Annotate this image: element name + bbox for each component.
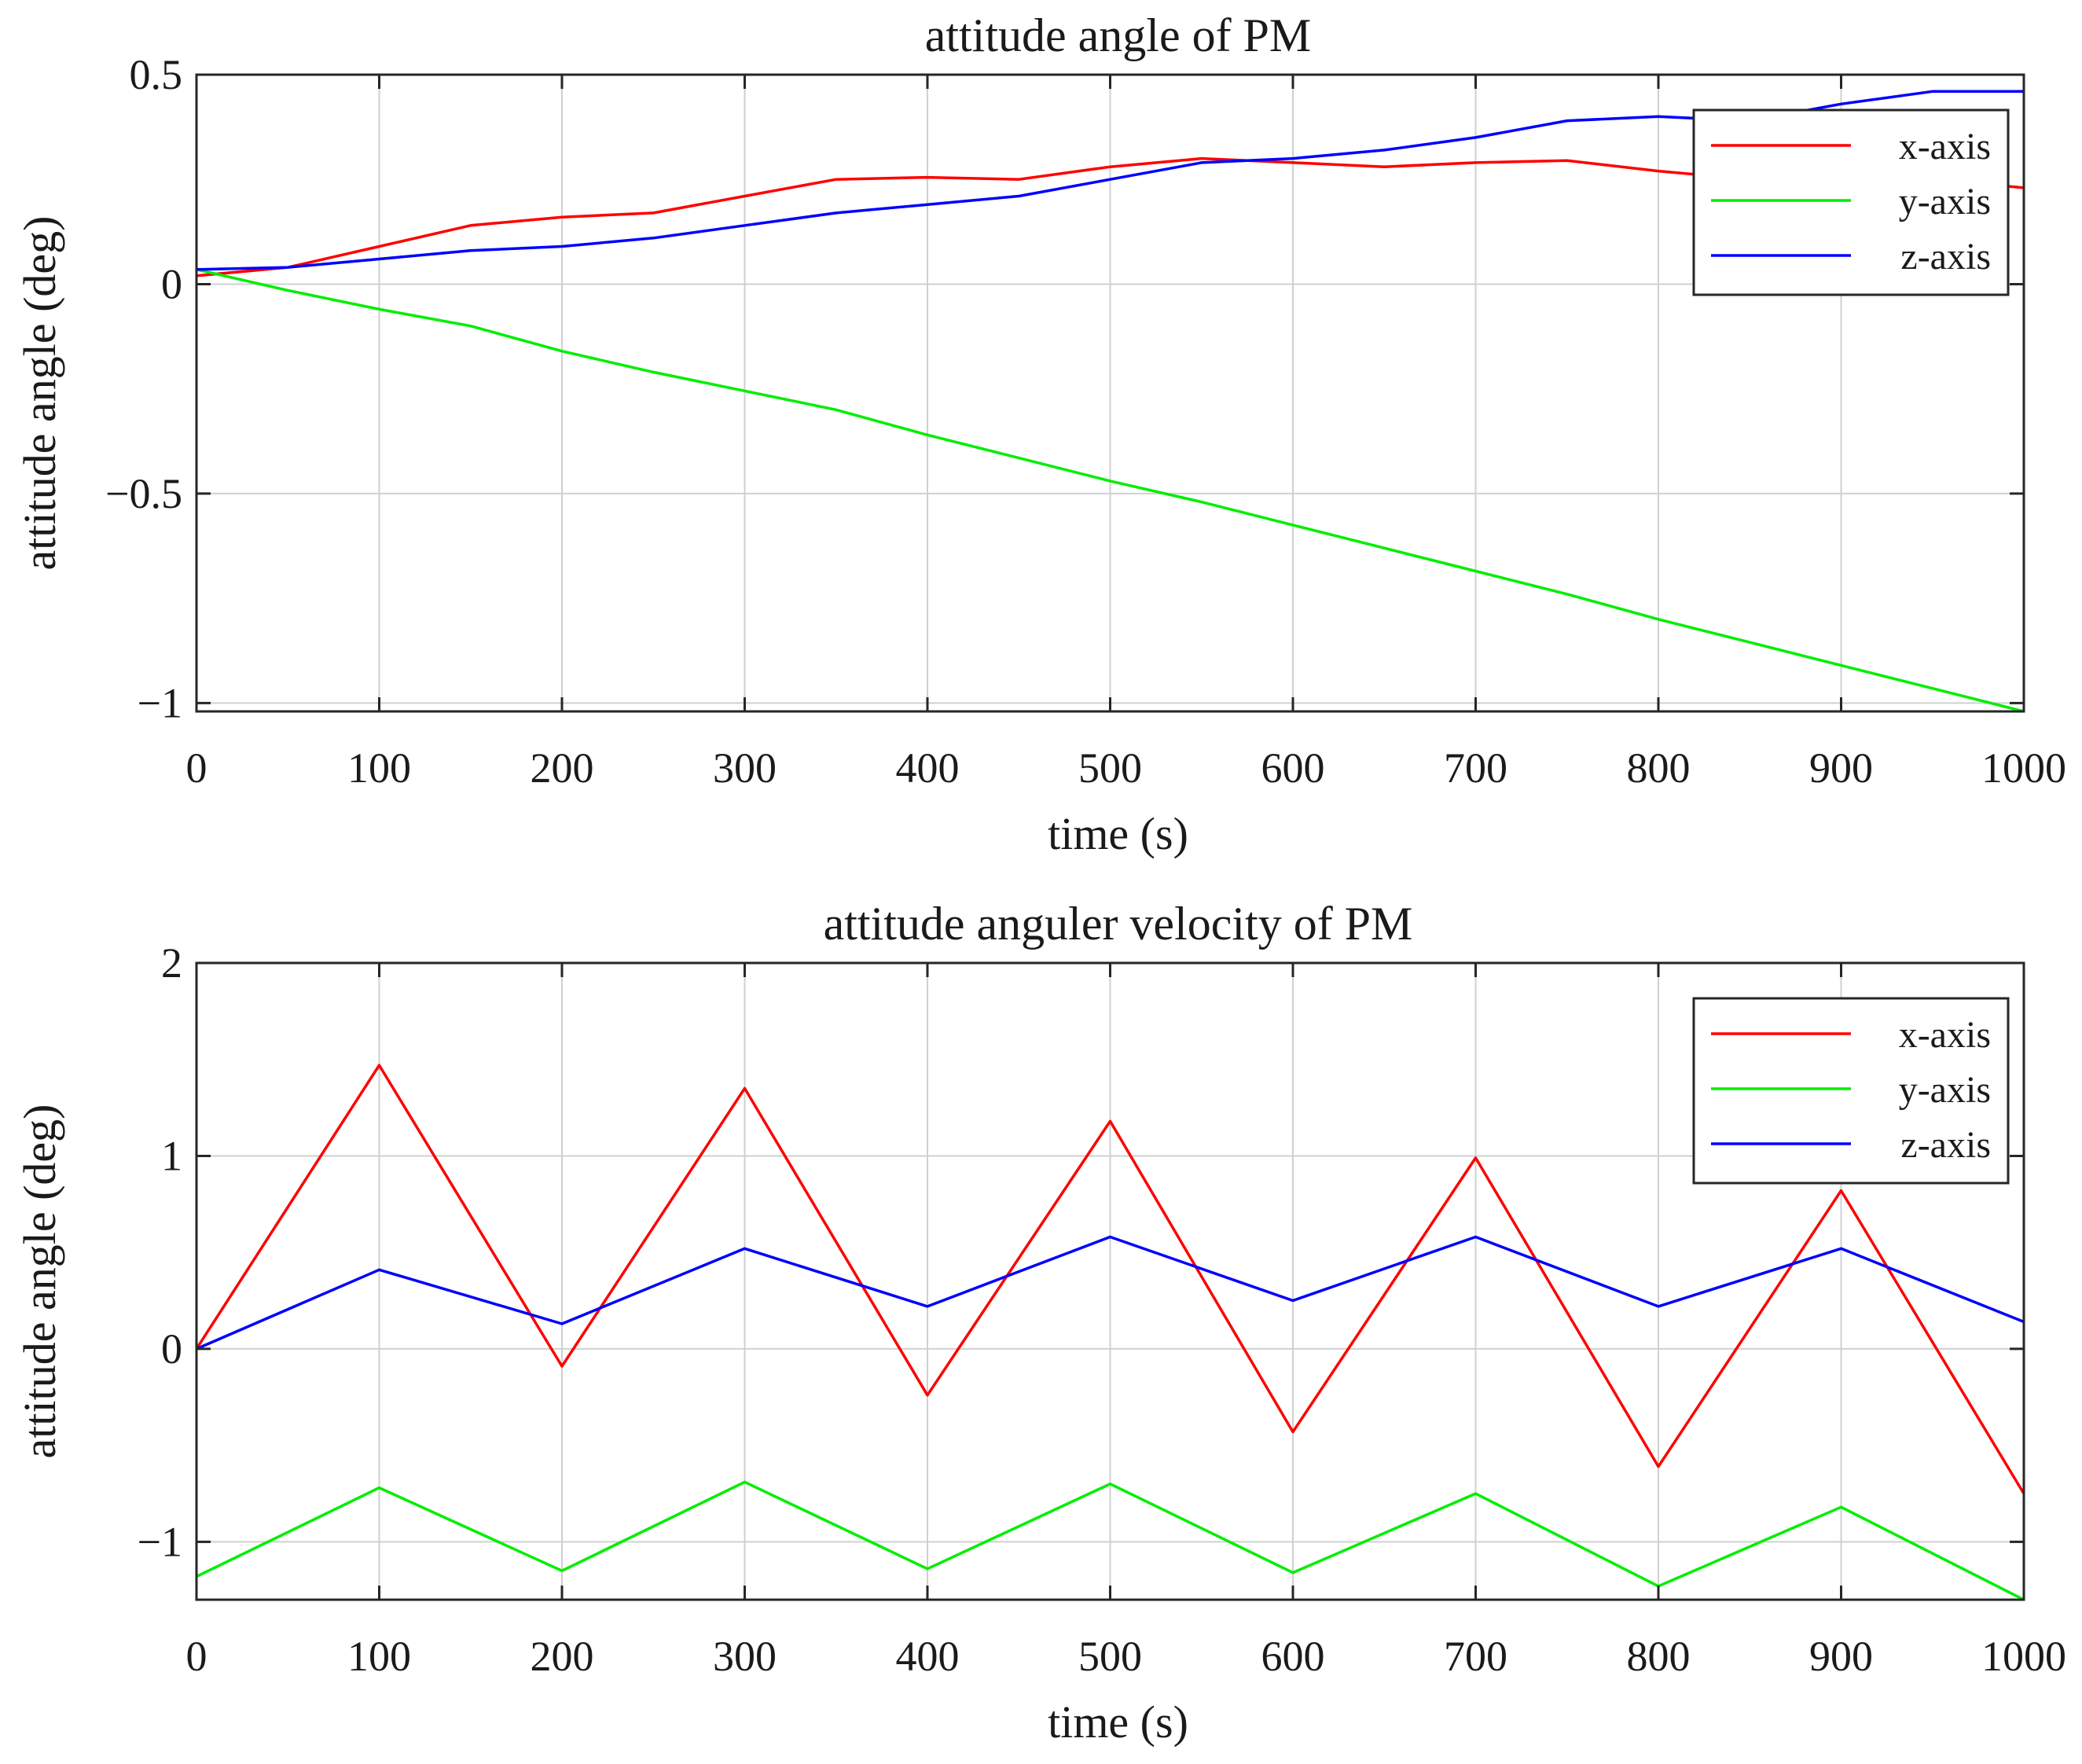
y-tick-label: 2 xyxy=(161,939,182,987)
x-tick-label: 0 xyxy=(186,744,207,792)
series-line-y-axis xyxy=(196,1480,2025,1601)
y-tick-label: 1 xyxy=(161,1132,182,1179)
series-line-z-axis xyxy=(196,1235,2025,1351)
legend: x-axis y-axis z-axis xyxy=(1692,108,2010,296)
y-tick-label: 0 xyxy=(161,1325,182,1373)
y-tick-label: −0.5 xyxy=(105,470,182,517)
x-tick-label: 200 xyxy=(531,1633,594,1680)
x-tick-label: 900 xyxy=(1809,744,1873,792)
x-tick-label: 1000 xyxy=(1981,744,2066,792)
x-tick-label: 600 xyxy=(1261,744,1325,792)
legend-label-x-axis: x-axis xyxy=(1899,1014,1991,1056)
x-tick-label: 300 xyxy=(713,1633,777,1680)
legend-label-x-axis: x-axis xyxy=(1899,126,1991,167)
x-tick-label: 400 xyxy=(896,1633,960,1680)
x-tick-label: 1000 xyxy=(1981,1633,2066,1680)
x-tick-label: 800 xyxy=(1627,744,1691,792)
x-tick-label: 800 xyxy=(1627,1633,1691,1680)
x-tick-label: 300 xyxy=(713,744,777,792)
x-tick-label: 100 xyxy=(347,744,411,792)
x-tick-label: 900 xyxy=(1809,1633,1873,1680)
y-tick-label: 0 xyxy=(161,260,182,307)
legend-label-y-axis: y-axis xyxy=(1899,181,1991,222)
legend-label-z-axis: z-axis xyxy=(1900,236,1991,277)
legend-label-z-axis: z-axis xyxy=(1900,1124,1991,1166)
chart-title: attitude anguler velocity of PM xyxy=(824,898,1413,950)
x-tick-label: 200 xyxy=(531,744,594,792)
x-tick-label: 500 xyxy=(1078,1633,1142,1680)
legend-label-y-axis: y-axis xyxy=(1899,1069,1991,1111)
x-axis-label: time (s) xyxy=(1048,808,1188,859)
x-tick-label: 0 xyxy=(186,1633,207,1680)
chart-attitude-angular-velocity: 0 100 200 300 400 500 600 700 800 900 1000 −1 0 1 2 att… xyxy=(14,898,2066,1747)
x-tick-label: 100 xyxy=(347,1633,411,1680)
chart-attitude-angle: 0 100 200 300 400 500 600 700 800 900 1000 −1 −0.5 0 0… xyxy=(14,9,2066,859)
series-line-y-axis xyxy=(196,268,2025,713)
series-line-x-axis xyxy=(195,1064,2025,1494)
x-tick-label: 400 xyxy=(896,744,960,792)
y-tick-label: 0.5 xyxy=(130,51,183,98)
y-tick-label: −1 xyxy=(138,679,182,726)
x-tick-label: 700 xyxy=(1444,744,1507,792)
x-axis-label: time (s) xyxy=(1048,1696,1188,1747)
x-tick-label: 700 xyxy=(1444,1633,1507,1680)
legend-box xyxy=(1692,108,2010,296)
y-axis-label: attitude angle (deg) xyxy=(14,216,65,571)
chart-title: attitude angle of PM xyxy=(925,9,1312,61)
x-tick-label: 500 xyxy=(1078,744,1142,792)
y-tick-label: −1 xyxy=(138,1518,182,1565)
x-tick-label: 600 xyxy=(1261,1633,1325,1680)
y-axis-label: attitude angle (deg) xyxy=(14,1104,65,1459)
legend: x-axis y-axis z-axis xyxy=(1692,997,2010,1185)
legend-box xyxy=(1692,997,2010,1185)
